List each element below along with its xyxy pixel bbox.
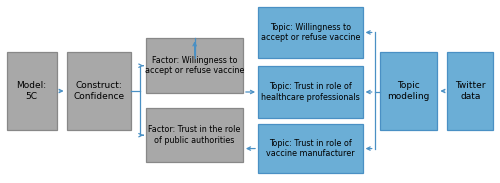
- Text: Factor: Trust in the role
of public authorities: Factor: Trust in the role of public auth…: [148, 126, 241, 145]
- Text: Topic: Trust in role of
healthcare professionals: Topic: Trust in role of healthcare profe…: [261, 82, 360, 102]
- Bar: [66, 52, 132, 130]
- Bar: [146, 108, 243, 163]
- Text: Construct:
Confidence: Construct: Confidence: [74, 81, 124, 101]
- Text: Topic: Willingness to
accept or refuse vaccine: Topic: Willingness to accept or refuse v…: [260, 23, 360, 42]
- Text: Topic
modeling: Topic modeling: [388, 81, 430, 101]
- Bar: [448, 52, 494, 130]
- Text: Model:
5C: Model: 5C: [16, 81, 46, 101]
- Text: Twitter
data: Twitter data: [455, 81, 486, 101]
- Bar: [380, 52, 438, 130]
- Text: Topic: Trust in role of
vaccine manufacturer: Topic: Trust in role of vaccine manufact…: [266, 139, 354, 158]
- Bar: [258, 124, 362, 173]
- Bar: [258, 66, 362, 118]
- Bar: [146, 38, 243, 93]
- Bar: [258, 7, 362, 58]
- Text: Factor: Willingness to
accept or refuse vaccine: Factor: Willingness to accept or refuse …: [145, 56, 244, 75]
- Bar: [6, 52, 56, 130]
